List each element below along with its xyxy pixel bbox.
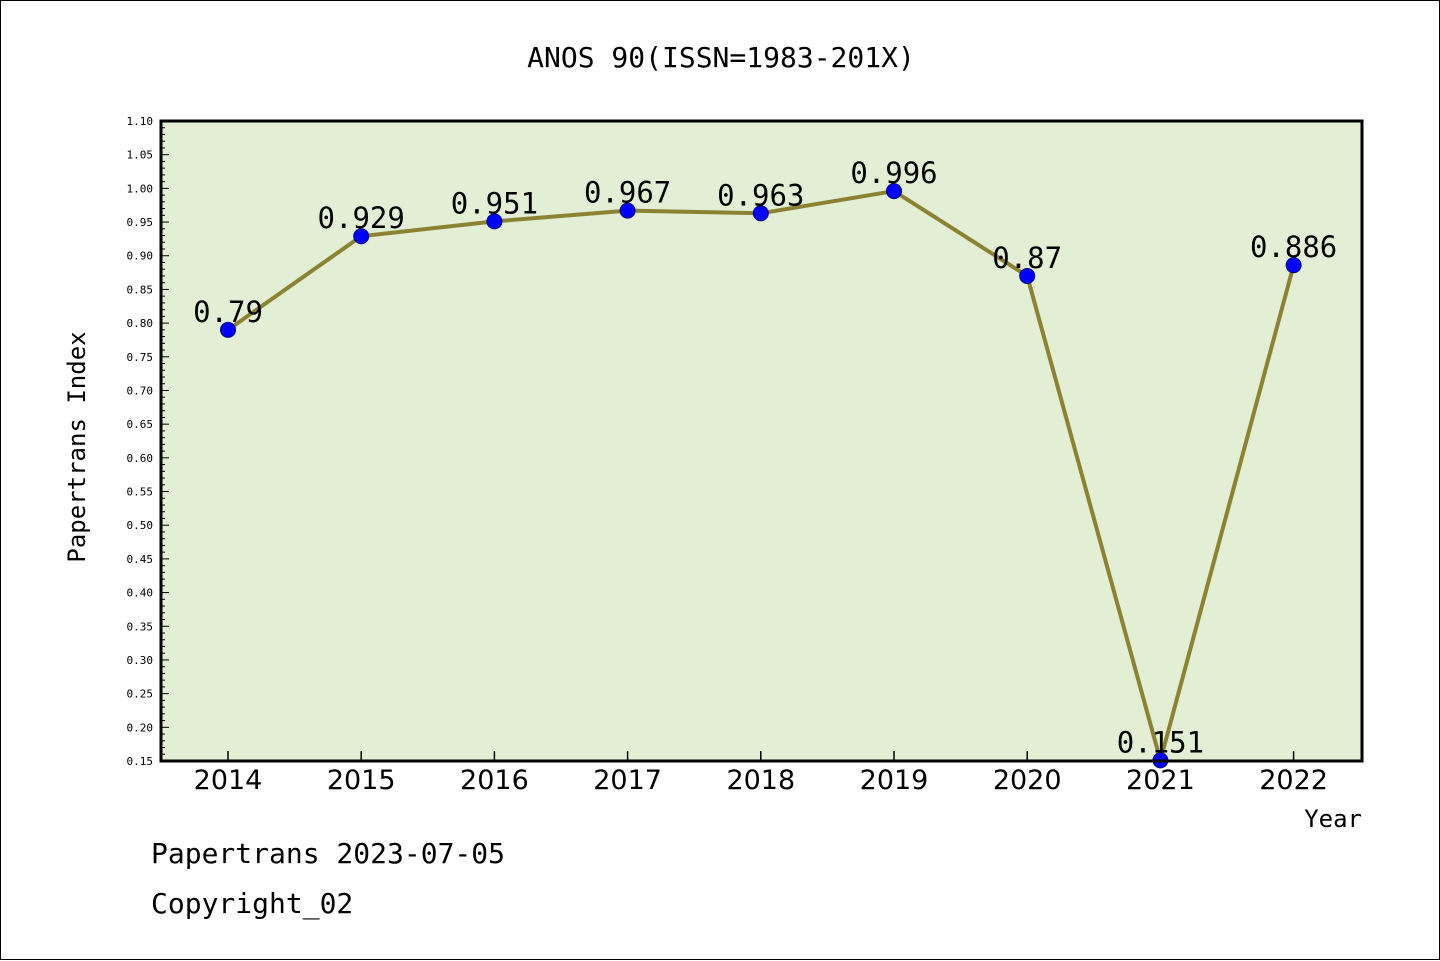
y-tick-label: 0.80 — [127, 317, 154, 330]
chart-title: ANOS 90(ISSN=1983-201X) — [527, 41, 915, 74]
y-tick-label: 0.70 — [127, 384, 154, 397]
y-tick-label: 0.25 — [127, 688, 154, 701]
x-tick-label: 2017 — [593, 765, 662, 796]
data-point — [886, 183, 902, 200]
data-label: 0.963 — [717, 178, 804, 212]
y-tick-label: 0.60 — [127, 452, 154, 465]
footer-date: Papertrans 2023-07-05 — [151, 837, 506, 870]
y-tick-label: 1.00 — [127, 182, 154, 195]
y-tick-label: 0.90 — [127, 250, 154, 263]
data-point — [752, 205, 769, 222]
x-tick-label: 2021 — [1126, 765, 1195, 796]
x-tick-label: 2019 — [860, 765, 929, 796]
y-tick-label: 0.95 — [127, 216, 154, 229]
data-point — [486, 213, 503, 230]
y-tick-label: 1.10 — [127, 115, 154, 128]
y-tick-label: 0.55 — [127, 486, 154, 499]
data-label: 0.151 — [1117, 725, 1204, 759]
x-tick-label: 2016 — [460, 765, 529, 796]
y-tick-label: 0.20 — [127, 721, 154, 734]
y-axis-label: Papertrans Index — [63, 331, 91, 562]
x-axis-label: Year — [1304, 805, 1362, 833]
data-point — [220, 321, 236, 338]
x-tick-label: 2018 — [726, 765, 795, 796]
x-tick-label: 2020 — [993, 765, 1062, 796]
x-tick-label: 2015 — [327, 765, 396, 796]
footer-copyright: Copyright_02 — [151, 887, 354, 920]
data-label: 0.951 — [451, 186, 538, 220]
y-tick-label: 0.75 — [127, 351, 154, 364]
data-label: 0.87 — [992, 241, 1062, 275]
data-label: 0.967 — [584, 176, 671, 210]
y-tick-label: 0.65 — [127, 418, 154, 431]
y-tick-label: 0.40 — [127, 587, 154, 600]
x-tick-label: 2014 — [194, 765, 263, 796]
data-label: 0.929 — [318, 201, 405, 235]
data-point — [1019, 267, 1036, 284]
y-tick-label: 0.15 — [127, 755, 154, 768]
data-point — [1285, 257, 1302, 274]
y-tick-label: 0.85 — [127, 283, 154, 296]
x-tick-label: 2022 — [1259, 765, 1328, 796]
plot-border — [159, 119, 1364, 763]
data-label: 0.886 — [1250, 230, 1337, 264]
plot-area — [161, 121, 1362, 761]
data-point — [353, 228, 370, 245]
data-label: 0.79 — [193, 295, 263, 329]
y-tick-label: 1.05 — [127, 149, 154, 162]
y-tick-label: 0.50 — [127, 519, 154, 532]
data-label: 0.996 — [850, 156, 937, 190]
y-tick-label: 0.30 — [127, 654, 154, 667]
y-tick-label: 0.45 — [127, 553, 154, 566]
y-tick-label: 0.35 — [127, 620, 154, 633]
data-point — [619, 202, 636, 219]
